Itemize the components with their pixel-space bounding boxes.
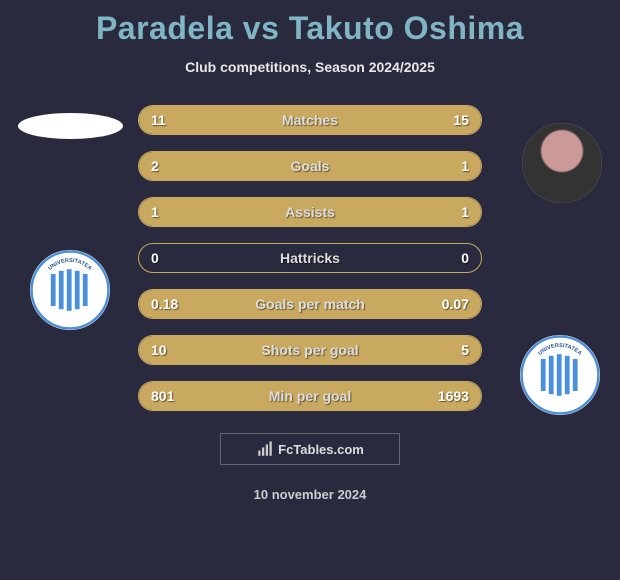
stat-value-right: 1693	[438, 388, 469, 404]
stat-label: Goals per match	[255, 296, 365, 312]
stat-rows: 11Matches152Goals11Assists10Hattricks00.…	[138, 105, 482, 427]
stat-value-right: 15	[453, 112, 469, 128]
watermark: FcTables.com	[220, 433, 400, 465]
date-text: 10 november 2024	[0, 487, 620, 502]
stat-value-left: 2	[151, 158, 159, 174]
stat-value-left: 801	[151, 388, 174, 404]
stat-label: Hattricks	[280, 250, 340, 266]
club-badge-right: UNIVERSITATEA	[520, 335, 600, 415]
stat-row: 0.18 Goals per match 0.07	[138, 289, 482, 319]
subtitle: Club competitions, Season 2024/2025	[0, 59, 620, 75]
stat-row: 801 Min per goal 1693	[138, 381, 482, 411]
stat-row: 2 Goals 1	[138, 151, 482, 181]
stat-value-left: 10	[151, 342, 167, 358]
stat-value-right: 1	[461, 158, 469, 174]
stat-value-right: 0.07	[442, 296, 469, 312]
stat-value-right: 1	[461, 204, 469, 220]
player-right-avatar	[522, 123, 602, 203]
stat-value-left: 1	[151, 204, 159, 220]
stat-value-right: 5	[461, 342, 469, 358]
chart-icon	[256, 440, 274, 458]
bar-fill-left	[139, 152, 365, 180]
page-title: Paradela vs Takuto Oshima	[0, 0, 620, 47]
stat-value-left: 0	[151, 250, 159, 266]
bar-fill-right	[310, 198, 481, 226]
stat-label: Assists	[285, 204, 335, 220]
club-badge-left: UNIVERSITATEA	[30, 250, 110, 330]
stat-value-left: 11	[151, 112, 166, 128]
stat-label: Shots per goal	[261, 342, 358, 358]
stat-label: Goals	[291, 158, 330, 174]
comparison-panel: UNIVERSITATEA UNIVERSITATEA 11Matches152…	[0, 105, 620, 425]
stat-label: Matches	[282, 112, 338, 128]
watermark-text: FcTables.com	[278, 442, 364, 457]
stat-value-left: 0.18	[151, 296, 178, 312]
stat-label: Min per goal	[269, 388, 351, 404]
player-left-avatar	[18, 113, 123, 139]
stat-value-right: 0	[461, 250, 469, 266]
stat-row: 1 Assists 1	[138, 197, 482, 227]
stat-row: 0 Hattricks 0	[138, 243, 482, 273]
stat-row: 11 Matches 15	[138, 105, 482, 135]
stat-row: 10 Shots per goal 5	[138, 335, 482, 365]
